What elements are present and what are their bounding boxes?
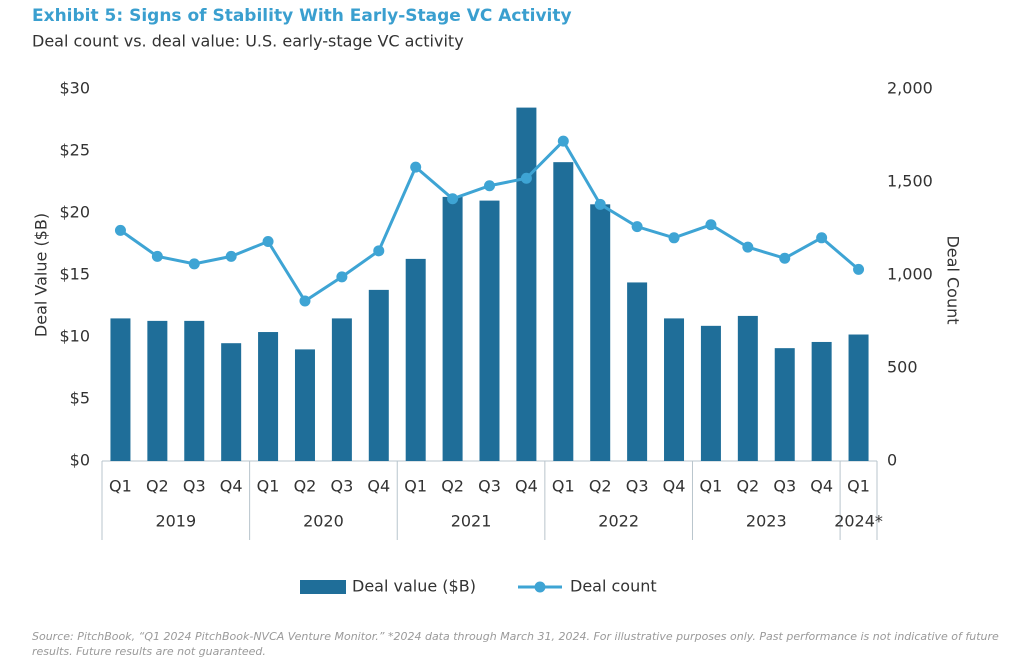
x-tick-label: Q4 xyxy=(663,477,686,496)
legend-swatch xyxy=(300,580,346,594)
bar xyxy=(110,318,131,461)
y-tick-label: $10 xyxy=(59,327,90,346)
line-point xyxy=(299,295,311,307)
y-tick-label: $25 xyxy=(59,141,90,160)
line-point xyxy=(594,198,606,210)
x-tick-label: Q3 xyxy=(183,477,206,496)
y2-tick-label: 0 xyxy=(887,451,897,470)
x-tick-label: Q1 xyxy=(404,477,427,496)
bar xyxy=(590,204,611,461)
x-tick-label: Q4 xyxy=(220,477,243,496)
line-point xyxy=(779,252,791,264)
x-tick-label: Q1 xyxy=(109,477,132,496)
bar xyxy=(147,320,168,461)
line-point xyxy=(262,236,274,248)
group-label: 2022 xyxy=(598,512,639,531)
bar xyxy=(627,282,648,461)
bar xyxy=(258,332,279,461)
line-point xyxy=(816,232,828,244)
y-tick-label: $30 xyxy=(59,79,90,98)
x-tick-label: Q2 xyxy=(441,477,464,496)
line-point xyxy=(520,172,532,184)
bar xyxy=(294,349,315,461)
x-tick-label: Q3 xyxy=(626,477,649,496)
line-point xyxy=(742,241,754,253)
y2-tick-label: 500 xyxy=(887,358,918,377)
x-tick-label: Q3 xyxy=(478,477,501,496)
bar xyxy=(405,258,426,461)
line-point xyxy=(853,263,865,275)
x-tick-label: Q4 xyxy=(367,477,390,496)
line-point xyxy=(484,180,495,192)
y-tick-label: $15 xyxy=(59,265,90,284)
x-tick-label: Q4 xyxy=(810,477,833,496)
line-point xyxy=(631,221,643,233)
x-tick-label: Q1 xyxy=(257,477,280,496)
bar xyxy=(221,343,242,461)
legend-label: Deal value ($B) xyxy=(352,577,476,596)
bar xyxy=(368,289,389,461)
x-tick-label: Q3 xyxy=(773,477,796,496)
group-label: 2021 xyxy=(451,512,492,531)
line-point xyxy=(668,232,680,244)
x-tick-label: Q4 xyxy=(515,477,538,496)
group-label: 2024* xyxy=(834,512,883,531)
line-point xyxy=(557,135,569,147)
y2-tick-label: 2,000 xyxy=(887,79,933,98)
legend-swatch xyxy=(534,581,546,593)
bar xyxy=(184,320,205,461)
x-tick-label: Q3 xyxy=(330,477,353,496)
chart-title: Exhibit 5: Signs of Stability With Early… xyxy=(32,6,572,26)
bar xyxy=(516,107,537,461)
x-tick-label: Q2 xyxy=(146,477,169,496)
line-point xyxy=(188,258,200,270)
legend-label: Deal count xyxy=(570,577,657,596)
line-point xyxy=(151,250,163,262)
line-point xyxy=(447,193,459,205)
line-point xyxy=(336,271,348,283)
bar xyxy=(331,318,352,461)
chart: Exhibit 5: Signs of Stability With Early… xyxy=(32,6,963,596)
y2-tick-label: 1,500 xyxy=(887,172,933,191)
group-label: 2023 xyxy=(746,512,787,531)
line-point xyxy=(225,250,237,262)
line-point xyxy=(114,224,126,236)
group-label: 2019 xyxy=(155,512,196,531)
bar xyxy=(811,341,832,461)
bar xyxy=(737,315,758,461)
y-tick-label: $20 xyxy=(59,203,90,222)
x-tick-label: Q2 xyxy=(294,477,317,496)
bar xyxy=(479,200,500,461)
source-note: Source: PitchBook, “Q1 2024 PitchBook-NV… xyxy=(32,630,999,658)
group-label: 2020 xyxy=(303,512,344,531)
y-tick-label: $0 xyxy=(70,451,90,470)
bar xyxy=(664,318,685,461)
bar xyxy=(774,348,795,461)
x-tick-label: Q1 xyxy=(847,477,870,496)
y2-axis-title: Deal Count xyxy=(944,235,963,324)
bar xyxy=(700,325,721,461)
line-point xyxy=(373,245,385,257)
bar xyxy=(442,196,463,461)
line-point xyxy=(410,161,422,173)
x-tick-label: Q1 xyxy=(700,477,723,496)
y2-tick-label: 1,000 xyxy=(887,265,933,284)
x-tick-label: Q2 xyxy=(589,477,612,496)
y-tick-label: $5 xyxy=(70,389,90,408)
chart-subtitle: Deal count vs. deal value: U.S. early-st… xyxy=(32,32,464,51)
bar xyxy=(848,334,869,461)
line-point xyxy=(705,219,717,231)
y-axis-title: Deal Value ($B) xyxy=(32,213,51,337)
x-tick-label: Q2 xyxy=(736,477,759,496)
bar xyxy=(553,162,574,461)
x-tick-label: Q1 xyxy=(552,477,575,496)
